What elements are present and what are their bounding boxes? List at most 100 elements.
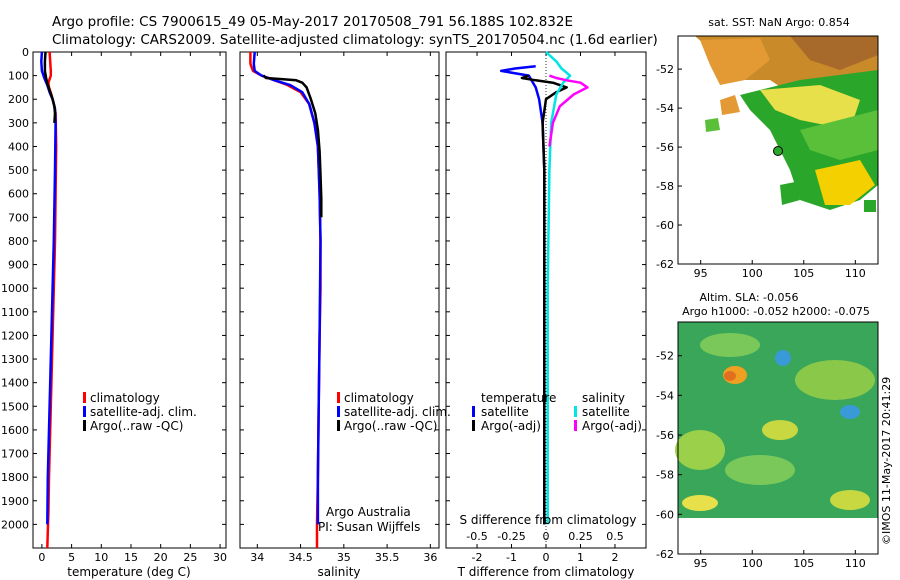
map-x-tick-label: 105 xyxy=(793,267,814,280)
difference-x-ticks: -2 -1 0 1 2 xyxy=(472,52,618,564)
map-y-tick-label: -52 xyxy=(656,350,674,363)
salinity-legend: climatology satellite-adj. clim. Argo(..… xyxy=(337,391,451,433)
series-line-salinity-argo-adj- xyxy=(548,74,589,147)
map-x-tick-label: 110 xyxy=(845,557,866,570)
legend-swatch-satellite xyxy=(83,406,86,417)
series-line-satellite-adj-clim- xyxy=(252,51,322,525)
depth-tick-label: 200 xyxy=(8,93,29,106)
legend-satellite: satellite-adj. clim. xyxy=(90,405,197,419)
map-y-tick-label: -56 xyxy=(656,141,674,154)
top-tick-label: -0.25 xyxy=(497,530,525,543)
depth-tick-label: 1600 xyxy=(1,424,29,437)
figure-title-line1: Argo profile: CS 7900615_49 05-May-2017 … xyxy=(52,14,573,30)
depth-tick-label: 800 xyxy=(8,235,29,248)
legend-swatch-t-satellite xyxy=(472,406,475,417)
salinity-lines xyxy=(249,51,323,548)
x-tick-label: 2 xyxy=(611,551,618,564)
difference-lines xyxy=(499,51,589,525)
salinity-x-ticks: 34 34.5 35 35.5 36 xyxy=(250,52,437,564)
map-y-tick-label: -52 xyxy=(656,63,674,76)
map-x-tick-label: 95 xyxy=(694,267,708,280)
map-x-tick-label: 95 xyxy=(694,557,708,570)
sst-map-y-ticks: -52 -54 -56 -58 -60 -62 xyxy=(656,63,682,271)
depth-tick-label: 1300 xyxy=(1,353,29,366)
legend-climatology: climatology xyxy=(90,391,160,405)
annotation-pi: PI: Susan Wijffels xyxy=(318,520,420,534)
series-line-satellite-adj-clim- xyxy=(40,51,57,525)
legend-temperature-title: temperature xyxy=(481,391,556,405)
x-tick-label: 30 xyxy=(213,551,227,564)
temperature-legend: climatology satellite-adj. clim. Argo(..… xyxy=(83,391,197,433)
depth-tick-label: 700 xyxy=(8,211,29,224)
series-line-argo-raw-qc- xyxy=(43,51,57,123)
top-tick-label: 0.5 xyxy=(606,530,624,543)
map-y-tick-label: -60 xyxy=(656,219,674,232)
figure-title-line2: Climatology: CARS2009. Satellite-adjuste… xyxy=(52,32,658,48)
depth-tick-label: 2000 xyxy=(1,518,29,531)
depth-tick-label: 1000 xyxy=(1,282,29,295)
legend-swatch-climatology xyxy=(83,392,86,403)
difference-legend: temperature satellite Argo(-adj) salinit… xyxy=(472,391,642,433)
x-tick-label: 15 xyxy=(124,551,138,564)
sla-map-title-1: Altim. SLA: -0.056 xyxy=(699,291,798,304)
depth-tick-label: 1500 xyxy=(1,400,29,413)
series-line-temperature-argo-adj- xyxy=(520,74,568,525)
argo-float-marker xyxy=(773,146,783,156)
top-tick-label: 0.25 xyxy=(568,530,593,543)
legend-climatology: climatology xyxy=(344,391,414,405)
sst-map: sat. SST: NaN Argo: 0.854 95 100 105 110 -5… xyxy=(656,16,879,280)
imos-credit: ©IMOS 11-May-2017 20:41:29 xyxy=(880,377,893,545)
sla-map-x-ticks: 95 100 105 110 xyxy=(694,550,866,570)
x-tick-label: 34.5 xyxy=(288,551,313,564)
x-tick-label: -2 xyxy=(472,551,483,564)
depth-tick-label: 600 xyxy=(8,188,29,201)
series-line-salinity-satellite xyxy=(545,51,572,525)
x-tick-label: 35.5 xyxy=(375,551,400,564)
legend-s-satellite: satellite xyxy=(582,405,630,419)
sst-map-title: sat. SST: NaN Argo: 0.854 xyxy=(708,16,849,29)
x-tick-label: 0 xyxy=(543,551,550,564)
legend-t-argo: Argo(-adj) xyxy=(481,419,541,433)
map-y-tick-label: -54 xyxy=(656,102,674,115)
annotation-argo-australia: Argo Australia xyxy=(326,505,411,519)
legend-s-argo: Argo(-adj) xyxy=(582,419,642,433)
depth-tick-label: 500 xyxy=(8,164,29,177)
legend-swatch-climatology xyxy=(337,392,340,403)
legend-argo: Argo(..raw -QC) xyxy=(90,419,183,433)
depth-tick-label: 400 xyxy=(8,140,29,153)
sst-map-field xyxy=(695,36,878,212)
legend-t-satellite: satellite xyxy=(481,405,529,419)
x-tick-label: 5 xyxy=(68,551,75,564)
x-tick-label: 35 xyxy=(337,551,351,564)
depth-tick-label: 1400 xyxy=(1,377,29,390)
depth-tick-label: 0 xyxy=(22,46,29,59)
x-tick-label: 20 xyxy=(154,551,168,564)
map-y-tick-label: -56 xyxy=(656,429,674,442)
salinity-plot-frame xyxy=(239,51,440,549)
salinity-y-ticks xyxy=(240,51,439,525)
depth-tick-label: 100 xyxy=(8,70,29,83)
series-line-climatology xyxy=(249,52,322,548)
sla-map-title-2: Argo h1000: -0.052 h2000: -0.075 xyxy=(682,305,870,318)
legend-swatch-s-argo xyxy=(574,420,577,431)
map-x-tick-label: 100 xyxy=(742,267,763,280)
legend-satellite: satellite-adj. clim. xyxy=(344,405,451,419)
difference-panel: -2 -1 0 1 2 -0.5 -0.25 0 0.25 0.5 S difference f… xyxy=(445,51,647,579)
sla-map: Altim. SLA: -0.056 Argo h1000: -0.052 h2… xyxy=(656,291,879,570)
legend-swatch-t-argo xyxy=(472,420,475,431)
legend-swatch-argo xyxy=(83,420,86,431)
salinity-xlabel: salinity xyxy=(317,565,360,579)
top-tick-label: 0 xyxy=(543,530,550,543)
map-x-tick-label: 110 xyxy=(845,267,866,280)
x-tick-label: 25 xyxy=(183,551,197,564)
sla-map-y-ticks: -52 -54 -56 -58 -60 -62 xyxy=(656,350,682,561)
temperature-x-ticks: 0 5 10 15 20 25 30 xyxy=(38,52,227,564)
legend-argo: Argo(..raw -QC) xyxy=(344,419,437,433)
depth-tick-label: 1200 xyxy=(1,329,29,342)
sla-map-frame xyxy=(677,321,879,555)
legend-salinity-title: salinity xyxy=(582,391,625,405)
legend-swatch-s-satellite xyxy=(574,406,577,417)
temperature-panel: 0100200300400500600700800900100011001200… xyxy=(1,46,227,579)
x-tick-label: -1 xyxy=(506,551,517,564)
